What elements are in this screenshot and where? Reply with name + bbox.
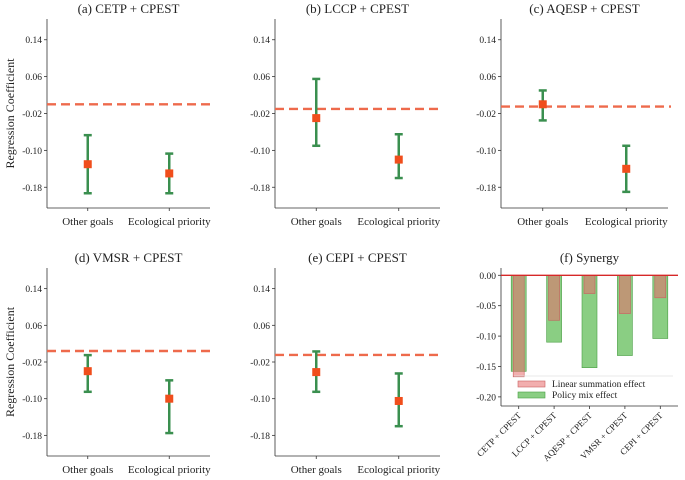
- y-tick-label: -0.10: [22, 147, 42, 157]
- y-tick-label: 0.00: [479, 272, 496, 282]
- panel-6: (f) Synergy0.00-0.05-0.10-0.15-0.20CETP …: [475, 250, 678, 463]
- point-estimate: [312, 368, 321, 377]
- y-tick-label: -0.18: [476, 184, 496, 194]
- panel-3: (c) AQESP + CPEST 0.14 0.06 -0.02 -0.10 -0.18…: [476, 1, 671, 228]
- y-tick-label: -0.02: [250, 359, 270, 369]
- point-estimate: [83, 160, 92, 169]
- y-tick-label: -0.18: [22, 184, 42, 194]
- panel-2: (b) LCCP + CPEST 0.14 0.06 -0.02 -0.10 -0.18 O…: [250, 1, 443, 228]
- y-tick-label: -0.20: [476, 393, 496, 403]
- y-tick-label: -0.10: [476, 333, 496, 343]
- y-tick-label: -0.18: [250, 184, 270, 194]
- bar-linear-summation: [512, 274, 525, 378]
- x-category-label: Other goals: [517, 216, 568, 228]
- panel-1: (a) CETP + CPEST 0.14 0.06 -0.02 -0.10 -0.18 O…: [3, 1, 213, 228]
- y-tick-label: 0.06: [479, 73, 496, 83]
- x-category-label: Ecological priority: [585, 216, 668, 228]
- y-tick-label: -0.10: [22, 395, 42, 405]
- y-tick-label: -0.02: [22, 110, 42, 120]
- y-tick-label: -0.05: [476, 302, 496, 312]
- y-tick-label: -0.18: [250, 432, 270, 442]
- x-category-label: Other goals: [62, 216, 113, 228]
- y-tick-label: -0.18: [22, 432, 42, 442]
- point-estimate: [165, 169, 174, 178]
- bar-linear-summation: [619, 274, 631, 314]
- y-axis-title: Regression Coefficient: [3, 306, 17, 417]
- panel-title: (e) CEPI + CPEST: [308, 250, 407, 265]
- y-tick-label: 0.14: [479, 36, 496, 46]
- y-tick-label: -0.10: [476, 147, 496, 157]
- panel-title: (f) Synergy: [560, 250, 620, 265]
- point-estimate: [538, 100, 547, 109]
- y-tick-label: 0.06: [25, 322, 42, 332]
- point-estimate: [83, 367, 92, 376]
- y-axis-title: Regression Coefficient: [3, 58, 17, 169]
- point-estimate: [394, 396, 403, 405]
- x-category-label: Other goals: [291, 216, 342, 228]
- legend-label-linear: Linear summation effect: [552, 379, 646, 390]
- legend-swatch-linear: [517, 380, 546, 388]
- point-estimate: [165, 394, 174, 403]
- y-tick-label: 0.06: [253, 322, 270, 332]
- bar-linear-summation: [583, 274, 596, 294]
- legend-swatch-mix: [517, 391, 546, 399]
- bar-linear-summation: [548, 274, 560, 321]
- bar-linear-summation: [654, 274, 667, 299]
- legend-label-mix: Policy mix effect: [552, 390, 618, 401]
- x-category-label: Other goals: [62, 464, 113, 476]
- panel-title: (a) CETP + CPEST: [78, 1, 180, 16]
- x-category-label: Ecological priority: [357, 464, 440, 476]
- point-estimate: [622, 164, 631, 173]
- y-tick-label: 0.14: [25, 285, 42, 295]
- y-tick-label: -0.02: [250, 110, 270, 120]
- y-tick-label: 0.14: [253, 36, 270, 46]
- point-estimate: [394, 155, 403, 164]
- y-tick-label: -0.10: [250, 147, 270, 157]
- y-tick-label: -0.15: [476, 363, 496, 373]
- panel-title: (d) VMSR + CPEST: [75, 250, 183, 265]
- y-tick-label: 0.06: [253, 73, 270, 83]
- y-tick-label: -0.02: [476, 110, 496, 120]
- point-estimate: [312, 114, 321, 123]
- y-tick-label: 0.14: [25, 36, 42, 46]
- y-tick-label: 0.14: [253, 285, 270, 295]
- y-tick-label: 0.06: [25, 73, 42, 83]
- x-category-label: Other goals: [291, 464, 342, 476]
- y-tick-label: -0.10: [250, 395, 270, 405]
- panel-4: (d) VMSR + CPEST 0.14 0.06 -0.02 -0.10 -0.18 O…: [3, 250, 213, 476]
- panel-5: (e) CEPI + CPEST 0.14 0.06 -0.02 -0.10 -0.18 O…: [250, 250, 443, 476]
- x-category-label: Ecological priority: [357, 216, 440, 228]
- y-tick-label: -0.02: [22, 359, 42, 369]
- panel-title: (c) AQESP + CPEST: [529, 1, 640, 16]
- panel-title: (b) LCCP + CPEST: [306, 1, 409, 16]
- x-category-label: Ecological priority: [128, 216, 211, 228]
- x-category-label: Ecological priority: [128, 464, 211, 476]
